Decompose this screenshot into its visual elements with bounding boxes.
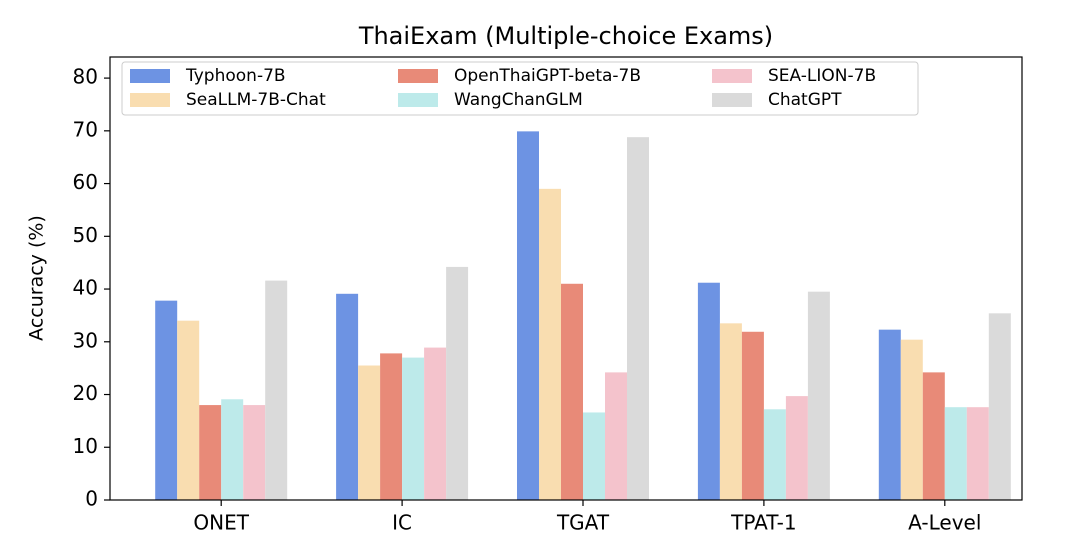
- legend-label: Typhoon-7B: [185, 66, 286, 86]
- bar: [155, 300, 178, 500]
- y-tick-label: 70: [73, 117, 98, 141]
- legend-label: SEA-LION-7B: [768, 66, 876, 86]
- legend-label: OpenThaiGPT-beta-7B: [454, 66, 641, 86]
- legend-swatch: [398, 69, 438, 83]
- legend-swatch: [712, 69, 752, 83]
- legend-label: ChatGPT: [768, 90, 842, 110]
- y-tick-label: 50: [73, 223, 98, 247]
- bar: [719, 323, 742, 500]
- legend-swatch: [130, 93, 170, 107]
- legend-swatch: [712, 93, 752, 107]
- y-tick-label: 60: [73, 170, 98, 194]
- bar: [878, 329, 901, 500]
- y-tick-label: 30: [73, 328, 98, 352]
- y-tick-label: 0: [85, 487, 98, 511]
- bar: [763, 409, 786, 500]
- bar: [539, 188, 561, 500]
- plot-frame: [109, 56, 1023, 501]
- bar: [358, 365, 381, 500]
- chart-title: ThaiExam (Multiple-choice Exams): [358, 22, 773, 50]
- bar: [966, 407, 989, 500]
- x-tick-label: A-Level: [908, 511, 981, 535]
- bar: [177, 320, 200, 500]
- legend-label: WangChanGLM: [454, 90, 583, 110]
- legend-swatch: [398, 93, 438, 107]
- bar: [944, 407, 967, 500]
- bar: [199, 405, 222, 500]
- y-tick-label: 10: [73, 434, 98, 458]
- bar: [265, 280, 288, 500]
- bar: [900, 339, 923, 500]
- legend-swatch: [130, 69, 170, 83]
- bar: [988, 313, 1011, 500]
- bar: [380, 353, 403, 500]
- bar: [807, 291, 830, 500]
- bar: [697, 282, 720, 500]
- bar: [402, 357, 425, 500]
- bar: [605, 372, 627, 500]
- x-tick-label: IC: [392, 511, 412, 535]
- y-tick-label: 80: [73, 65, 98, 89]
- bar: [785, 396, 808, 500]
- x-tick-label: TPAT-1: [730, 511, 796, 535]
- y-tick-label: 40: [73, 276, 98, 300]
- y-axis-label: Accuracy (%): [26, 215, 48, 341]
- bar: [336, 293, 359, 500]
- bar: [561, 283, 583, 500]
- bar: [517, 131, 539, 500]
- bar: [221, 399, 244, 500]
- x-tick-label: ONET: [193, 511, 249, 535]
- y-tick-label: 20: [73, 381, 98, 405]
- bar: [583, 412, 605, 500]
- bar: [627, 137, 649, 500]
- bar: [922, 372, 945, 500]
- x-tick-label: TGAT: [556, 511, 610, 535]
- bar: [741, 331, 764, 500]
- legend-label: SeaLLM-7B-Chat: [186, 90, 326, 110]
- bar: [243, 405, 266, 500]
- bar: [446, 266, 469, 500]
- bar: [424, 347, 447, 500]
